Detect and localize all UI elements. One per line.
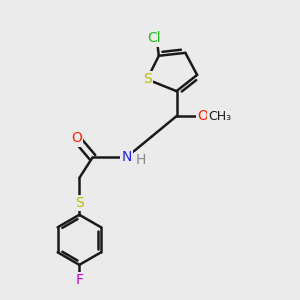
- Text: Cl: Cl: [148, 31, 161, 45]
- Text: F: F: [75, 273, 83, 287]
- Text: O: O: [71, 131, 82, 145]
- Text: S: S: [75, 196, 84, 210]
- Text: N: N: [121, 150, 132, 164]
- Text: H: H: [135, 153, 146, 167]
- Text: S: S: [143, 72, 152, 86]
- Text: CH₃: CH₃: [208, 110, 232, 123]
- Text: O: O: [198, 109, 208, 123]
